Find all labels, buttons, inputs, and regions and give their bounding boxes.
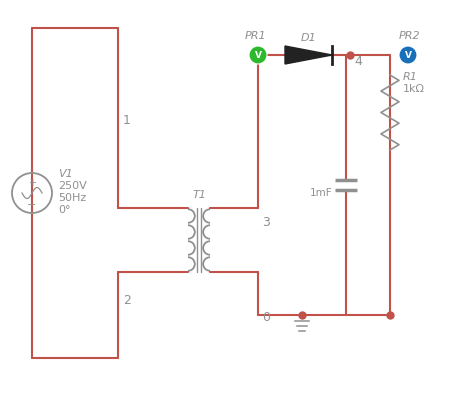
- Text: 3: 3: [262, 216, 270, 229]
- Polygon shape: [285, 46, 332, 64]
- Text: V1: V1: [58, 169, 73, 179]
- Text: 1mF: 1mF: [310, 188, 332, 198]
- Text: R1: R1: [403, 72, 418, 82]
- Text: 50Hz: 50Hz: [58, 193, 86, 203]
- Text: V: V: [404, 51, 411, 60]
- Text: +: +: [28, 178, 36, 188]
- Text: 1: 1: [123, 114, 131, 127]
- Text: 1kΩ: 1kΩ: [403, 84, 425, 94]
- Text: −: −: [27, 200, 36, 210]
- Circle shape: [249, 46, 267, 64]
- Text: D1: D1: [301, 33, 316, 43]
- Text: 0°: 0°: [58, 205, 71, 215]
- Text: PR2: PR2: [399, 31, 421, 41]
- Text: PR1: PR1: [245, 31, 267, 41]
- Circle shape: [399, 46, 417, 64]
- Text: 4: 4: [354, 55, 362, 68]
- Text: V: V: [255, 51, 262, 60]
- Text: T1: T1: [192, 190, 206, 200]
- Text: 250V: 250V: [58, 181, 87, 191]
- Text: 2: 2: [123, 293, 131, 306]
- Text: 0: 0: [262, 311, 270, 324]
